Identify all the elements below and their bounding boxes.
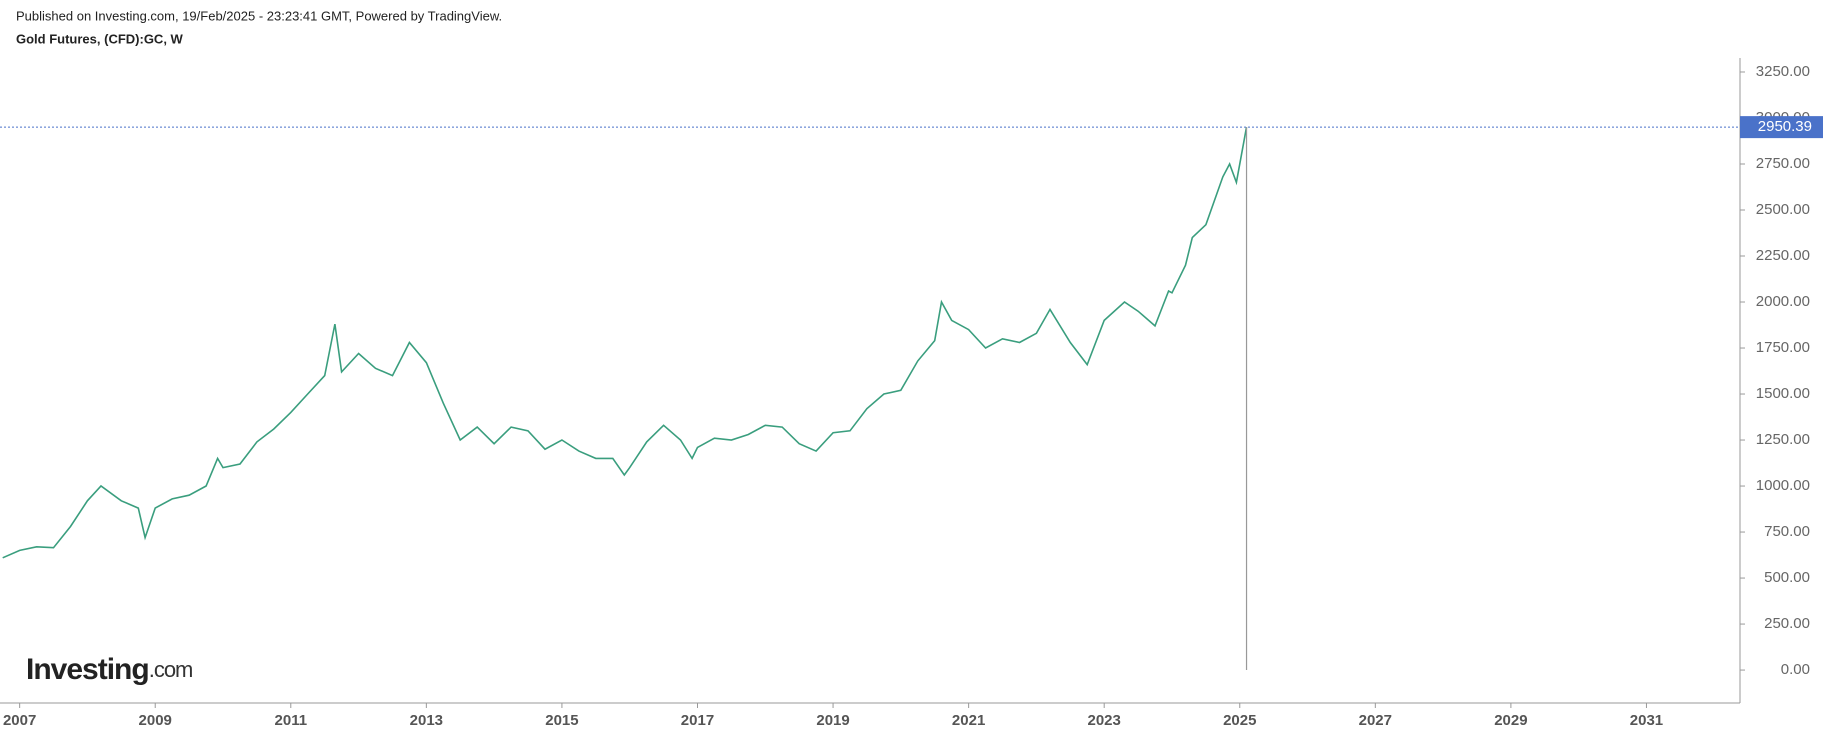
chart-title: Gold Futures, (CFD):GC, W: [16, 31, 184, 46]
y-tick-label: 2000.00: [1756, 293, 1810, 310]
x-tick-label: 2015: [545, 712, 578, 729]
x-tick-label: 2021: [952, 712, 985, 729]
y-tick-label: 3250.00: [1756, 63, 1810, 80]
y-tick-label: 2750.00: [1756, 155, 1810, 172]
watermark-main: Investing: [26, 653, 149, 686]
y-tick-label: 1250.00: [1756, 431, 1810, 448]
x-tick-label: 2023: [1088, 712, 1121, 729]
y-tick-label: 500.00: [1764, 569, 1810, 586]
x-tick-label: 2027: [1359, 712, 1392, 729]
header-note: Published on Investing.com, 19/Feb/2025 …: [16, 8, 502, 23]
last-price-box: [1740, 116, 1823, 139]
x-tick-label: 2031: [1630, 712, 1663, 729]
y-tick-label: 2250.00: [1756, 247, 1810, 264]
y-tick-label: 2500.00: [1756, 201, 1810, 218]
x-tick-label: 2019: [816, 712, 849, 729]
y-tick-label: 250.00: [1764, 615, 1810, 632]
y-tick-label: 0.00: [1781, 661, 1810, 678]
y-tick-label: 1500.00: [1756, 385, 1810, 402]
x-tick-label: 2009: [139, 712, 172, 729]
last-price-label: 2950.39: [1758, 118, 1812, 135]
x-tick-label: 2025: [1223, 712, 1256, 729]
x-tick-label: 2029: [1494, 712, 1527, 729]
x-tick-label: 2007: [3, 712, 36, 729]
x-tick-label: 2013: [410, 712, 443, 729]
watermark: Investing.com: [26, 653, 192, 686]
x-tick-label: 2011: [275, 712, 308, 729]
price-line: [2, 127, 1248, 559]
x-tick-label: 2017: [681, 712, 714, 729]
y-tick-label: 750.00: [1764, 523, 1810, 540]
watermark-suffix: .com: [149, 657, 193, 682]
y-tick-label: 1000.00: [1756, 477, 1810, 494]
y-tick-label: 1750.00: [1756, 339, 1810, 356]
